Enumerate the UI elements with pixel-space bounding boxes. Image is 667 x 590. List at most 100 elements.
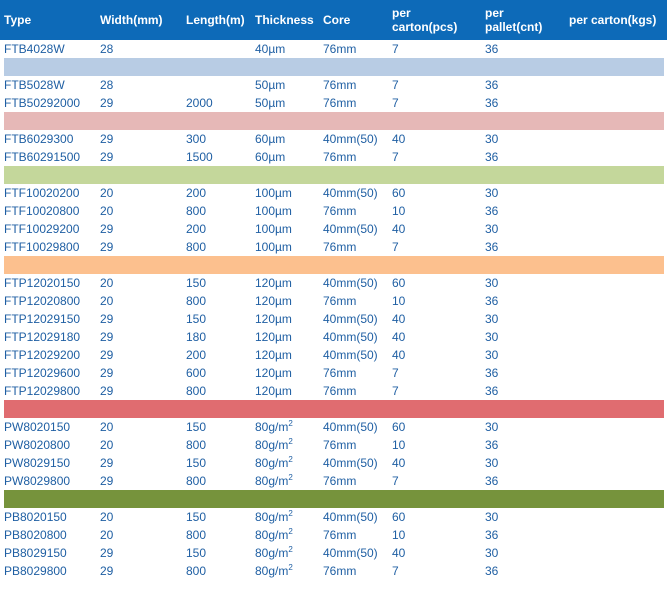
cell-pallet-cnt-text: 36 (485, 294, 499, 308)
cell-width-text: 29 (100, 150, 114, 164)
table-row: PB8029800 29 800 80g/m2 76mm 7 36 (0, 562, 667, 580)
cell-carton-pcs: 7 (392, 238, 399, 256)
cell-width: 29 (100, 382, 113, 400)
cell-core-text: 76mm (323, 240, 357, 254)
cell-width-text: 29 (100, 240, 114, 254)
cell-length: 800 (186, 526, 206, 544)
cell-type-text: FTB6029300 (4, 132, 74, 146)
thickness-superscript: 2 (288, 563, 293, 572)
cell-thickness: 100µm (255, 238, 292, 256)
cell-length-text: 800 (186, 474, 207, 488)
cell-carton-pcs: 40 (392, 310, 405, 328)
cell-type-text: PW8020150 (4, 420, 71, 434)
cell-pallet-cnt: 30 (485, 310, 498, 328)
cell-core-text: 40mm(50) (323, 330, 378, 344)
table-row: FTP12029180 29 180 120µm 40mm(50) 40 30 (0, 328, 667, 346)
cell-length-text: 200 (186, 348, 207, 362)
cell-core-text: 76mm (323, 42, 357, 56)
cell-width-text: 20 (100, 294, 114, 308)
cell-length-text: 800 (186, 240, 207, 254)
header-thickness: Thickness (255, 13, 314, 27)
cell-type-text: FTB60291500 (4, 150, 81, 164)
cell-length: 800 (186, 202, 206, 220)
table-row: FTB60291500 29 1500 60µm 76mm 7 36 (0, 148, 667, 166)
cell-length-text: 800 (186, 204, 207, 218)
thickness-superscript: 2 (288, 545, 293, 554)
cell-pallet-cnt-text: 30 (485, 186, 499, 200)
cell-type-text: FTP12029600 (4, 366, 81, 380)
cell-length-text: 150 (186, 420, 207, 434)
cell-thickness: 120µm (255, 328, 292, 346)
cell-type-text: FTP12029180 (4, 330, 81, 344)
cell-length-text: 1500 (186, 150, 213, 164)
cell-carton-pcs: 10 (392, 436, 405, 454)
cell-carton-pcs: 40 (392, 346, 405, 364)
cell-width: 20 (100, 184, 113, 202)
cell-thickness: 80g/m2 (255, 454, 293, 472)
cell-pallet-cnt-text: 36 (485, 42, 499, 56)
cell-pallet-cnt-text: 30 (485, 312, 499, 326)
cell-type-text: PW8020800 (4, 438, 71, 452)
cell-thickness-text: 60µm (255, 150, 286, 164)
header-core: Core (323, 13, 351, 27)
cell-core: 76mm (323, 364, 356, 382)
cell-thickness: 100µm (255, 202, 292, 220)
cell-pallet-cnt-text: 30 (485, 348, 499, 362)
cell-width: 20 (100, 418, 113, 436)
cell-width-text: 20 (100, 204, 114, 218)
cell-thickness-text: 80g/m (255, 456, 289, 470)
thickness-superscript: 2 (288, 473, 293, 482)
cell-type-text: FTF10029200 (4, 222, 80, 236)
cell-length: 800 (186, 472, 206, 490)
cell-width: 28 (100, 76, 113, 94)
cell-width-text: 29 (100, 132, 114, 146)
table-row: PB8029150 29 150 80g/m2 40mm(50) 40 30 (0, 544, 667, 562)
table-row: FTB50292000 29 2000 50µm 76mm 7 36 (0, 94, 667, 112)
cell-core: 40mm(50) (323, 544, 378, 562)
cell-core: 76mm (323, 292, 356, 310)
cell-core: 76mm (323, 94, 356, 112)
cell-thickness-text: 80g/m (255, 438, 289, 452)
cell-type-text: FTB4028W (4, 42, 65, 56)
cell-type-text: PW8029800 (4, 474, 71, 488)
cell-core-text: 76mm (323, 564, 357, 578)
cell-type: FTF10020200 (4, 184, 79, 202)
cell-type: PW8029150 (4, 454, 70, 472)
cell-length: 800 (186, 238, 206, 256)
cell-pallet-cnt-text: 30 (485, 222, 499, 236)
cell-width-text: 29 (100, 330, 114, 344)
cell-thickness: 80g/m2 (255, 436, 293, 454)
thickness-superscript: 2 (288, 419, 293, 428)
cell-pallet-cnt: 30 (485, 220, 498, 238)
cell-carton-pcs-text: 7 (392, 564, 399, 578)
cell-pallet-cnt: 30 (485, 508, 498, 526)
table-row: FTP12029200 29 200 120µm 40mm(50) 40 30 (0, 346, 667, 364)
cell-pallet-cnt: 36 (485, 76, 498, 94)
cell-type-text: PB8020150 (4, 510, 67, 524)
group-separator (4, 490, 664, 508)
cell-thickness-text: 80g/m (255, 564, 289, 578)
cell-carton-pcs-text: 7 (392, 150, 399, 164)
cell-length: 800 (186, 382, 206, 400)
cell-thickness: 120µm (255, 346, 292, 364)
cell-core-text: 40mm(50) (323, 546, 378, 560)
cell-length-text: 150 (186, 546, 207, 560)
cell-type-text: FTP12029150 (4, 312, 81, 326)
cell-length: 150 (186, 544, 206, 562)
cell-carton-pcs-text: 60 (392, 420, 406, 434)
group-separator (4, 58, 664, 76)
cell-thickness: 120µm (255, 274, 292, 292)
cell-pallet-cnt: 36 (485, 202, 498, 220)
cell-pallet-cnt-text: 36 (485, 78, 499, 92)
cell-core-text: 76mm (323, 78, 357, 92)
table-row: PW8020150 20 150 80g/m2 40mm(50) 60 30 (0, 418, 667, 436)
cell-length: 1500 (186, 148, 213, 166)
cell-carton-pcs-text: 10 (392, 438, 406, 452)
cell-carton-pcs-text: 60 (392, 186, 406, 200)
cell-core: 76mm (323, 40, 356, 58)
cell-carton-pcs-text: 60 (392, 510, 406, 524)
cell-width-text: 29 (100, 366, 114, 380)
cell-pallet-cnt-text: 36 (485, 474, 499, 488)
cell-pallet-cnt: 30 (485, 454, 498, 472)
